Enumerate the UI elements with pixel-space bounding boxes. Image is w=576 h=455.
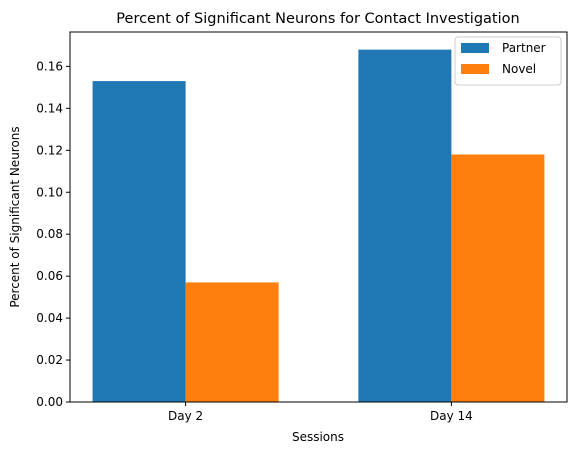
- y-tick-label: 0.08: [36, 227, 63, 241]
- plot-frame: [69, 31, 568, 403]
- bar-novel-day-2: [185, 282, 279, 402]
- legend: Partner Novel: [454, 36, 562, 86]
- legend-swatch-partner: [461, 43, 489, 53]
- x-axis: Day 2 Day 14: [168, 402, 473, 423]
- y-axis: 0.00 0.02 0.04 0.06 0.08 0.10 0.12 0.14 0.16: [36, 59, 70, 409]
- x-tick-label: Day 14: [430, 409, 473, 423]
- bars-layer: [92, 49, 545, 403]
- bar-novel-day-14: [451, 154, 545, 402]
- y-tick-label: 0.04: [36, 311, 63, 325]
- chart-title: Percent of Significant Neurons for Conta…: [116, 11, 519, 27]
- x-axis-label: Sessions: [292, 430, 344, 444]
- y-tick-label: 0.00: [36, 395, 63, 409]
- y-tick-label: 0.16: [36, 59, 63, 73]
- y-tick-label: 0.14: [36, 101, 63, 115]
- bar-partner-day-14: [358, 49, 452, 403]
- legend-label-novel: Novel: [502, 62, 536, 76]
- y-axis-label: Percent of Significant Neurons: [8, 126, 22, 307]
- y-tick-label: 0.02: [36, 353, 63, 367]
- y-tick-label: 0.12: [36, 143, 63, 157]
- bar-partner-day-2: [92, 81, 186, 402]
- y-tick-label: 0.06: [36, 269, 63, 283]
- legend-swatch-novel: [461, 64, 489, 74]
- y-tick-label: 0.10: [36, 185, 63, 199]
- legend-label-partner: Partner: [502, 41, 546, 55]
- x-tick-label: Day 2: [168, 409, 203, 423]
